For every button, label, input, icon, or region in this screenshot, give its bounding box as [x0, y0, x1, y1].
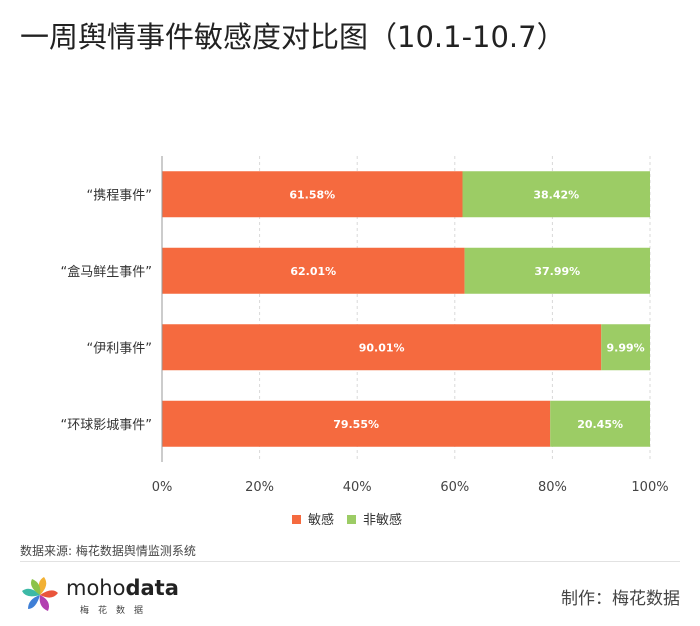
category-label: “盒马鲜生事件” [61, 264, 152, 280]
legend-swatch [347, 515, 356, 524]
x-tick-label: 20% [245, 480, 274, 495]
bar-segment [162, 171, 463, 218]
bar-segment [162, 324, 602, 371]
bar-value-label: 90.01% [359, 341, 405, 354]
bar-value-label: 38.42% [533, 188, 579, 201]
x-tick-label: 60% [440, 480, 469, 495]
bar-segment [550, 400, 650, 447]
bar-value-label: 79.55% [333, 418, 379, 431]
bar-segment [162, 400, 551, 447]
mohodata-logo: mohodata 梅花数据 [18, 574, 179, 616]
logo-subtitle: 梅花数据 [80, 606, 153, 616]
pinwheel-logo-icon [22, 577, 58, 611]
x-tick-label: 0% [152, 480, 173, 495]
x-tick-label: 100% [631, 480, 668, 495]
legend-swatch [292, 515, 301, 524]
category-labels: “携程事件” “盒马鲜生事件” “伊利事件” “环球影城事件” [61, 187, 152, 433]
bar-value-label: 20.45% [577, 418, 623, 431]
bar-segment [601, 324, 650, 371]
bar-value-label: 9.99% [607, 341, 645, 354]
bar-segment [462, 171, 650, 218]
category-label: “携程事件” [87, 187, 152, 203]
footer-divider [20, 561, 680, 562]
bars [162, 171, 650, 447]
data-source: 数据来源: 梅花数据舆情监测系统 [20, 544, 196, 558]
category-label: “环球影城事件” [61, 418, 152, 433]
legend-label: 非敏感 [363, 512, 402, 528]
bar-segment [162, 247, 465, 294]
maker-credit: 制作：梅花数据 [561, 589, 680, 609]
bar-value-label: 37.99% [534, 265, 580, 278]
x-tick-label: 40% [343, 480, 372, 495]
bar-labels: 61.58% 38.42% 62.01% 37.99% 90.01% 9.99% 79.55… [289, 188, 644, 431]
x-tick-label: 80% [538, 480, 567, 495]
bar-segment [464, 247, 650, 294]
chart-title: 一周舆情事件敏感度对比图（10.1-10.7） [20, 20, 566, 54]
category-label: “伊利事件” [87, 341, 152, 356]
bar-value-label: 62.01% [290, 265, 336, 278]
stacked-bar-chart: 61.58% 38.42% 62.01% 37.99% 90.01% 9.99% 79.55… [61, 156, 669, 528]
x-tick-labels: 0% 20% 40% 60% 80% 100% [152, 480, 669, 495]
bar-value-label: 61.58% [289, 188, 335, 201]
legend-label: 敏感 [308, 512, 334, 528]
logo-wordmark: mohodata [66, 576, 179, 600]
legend: 敏感 非敏感 [292, 512, 402, 528]
